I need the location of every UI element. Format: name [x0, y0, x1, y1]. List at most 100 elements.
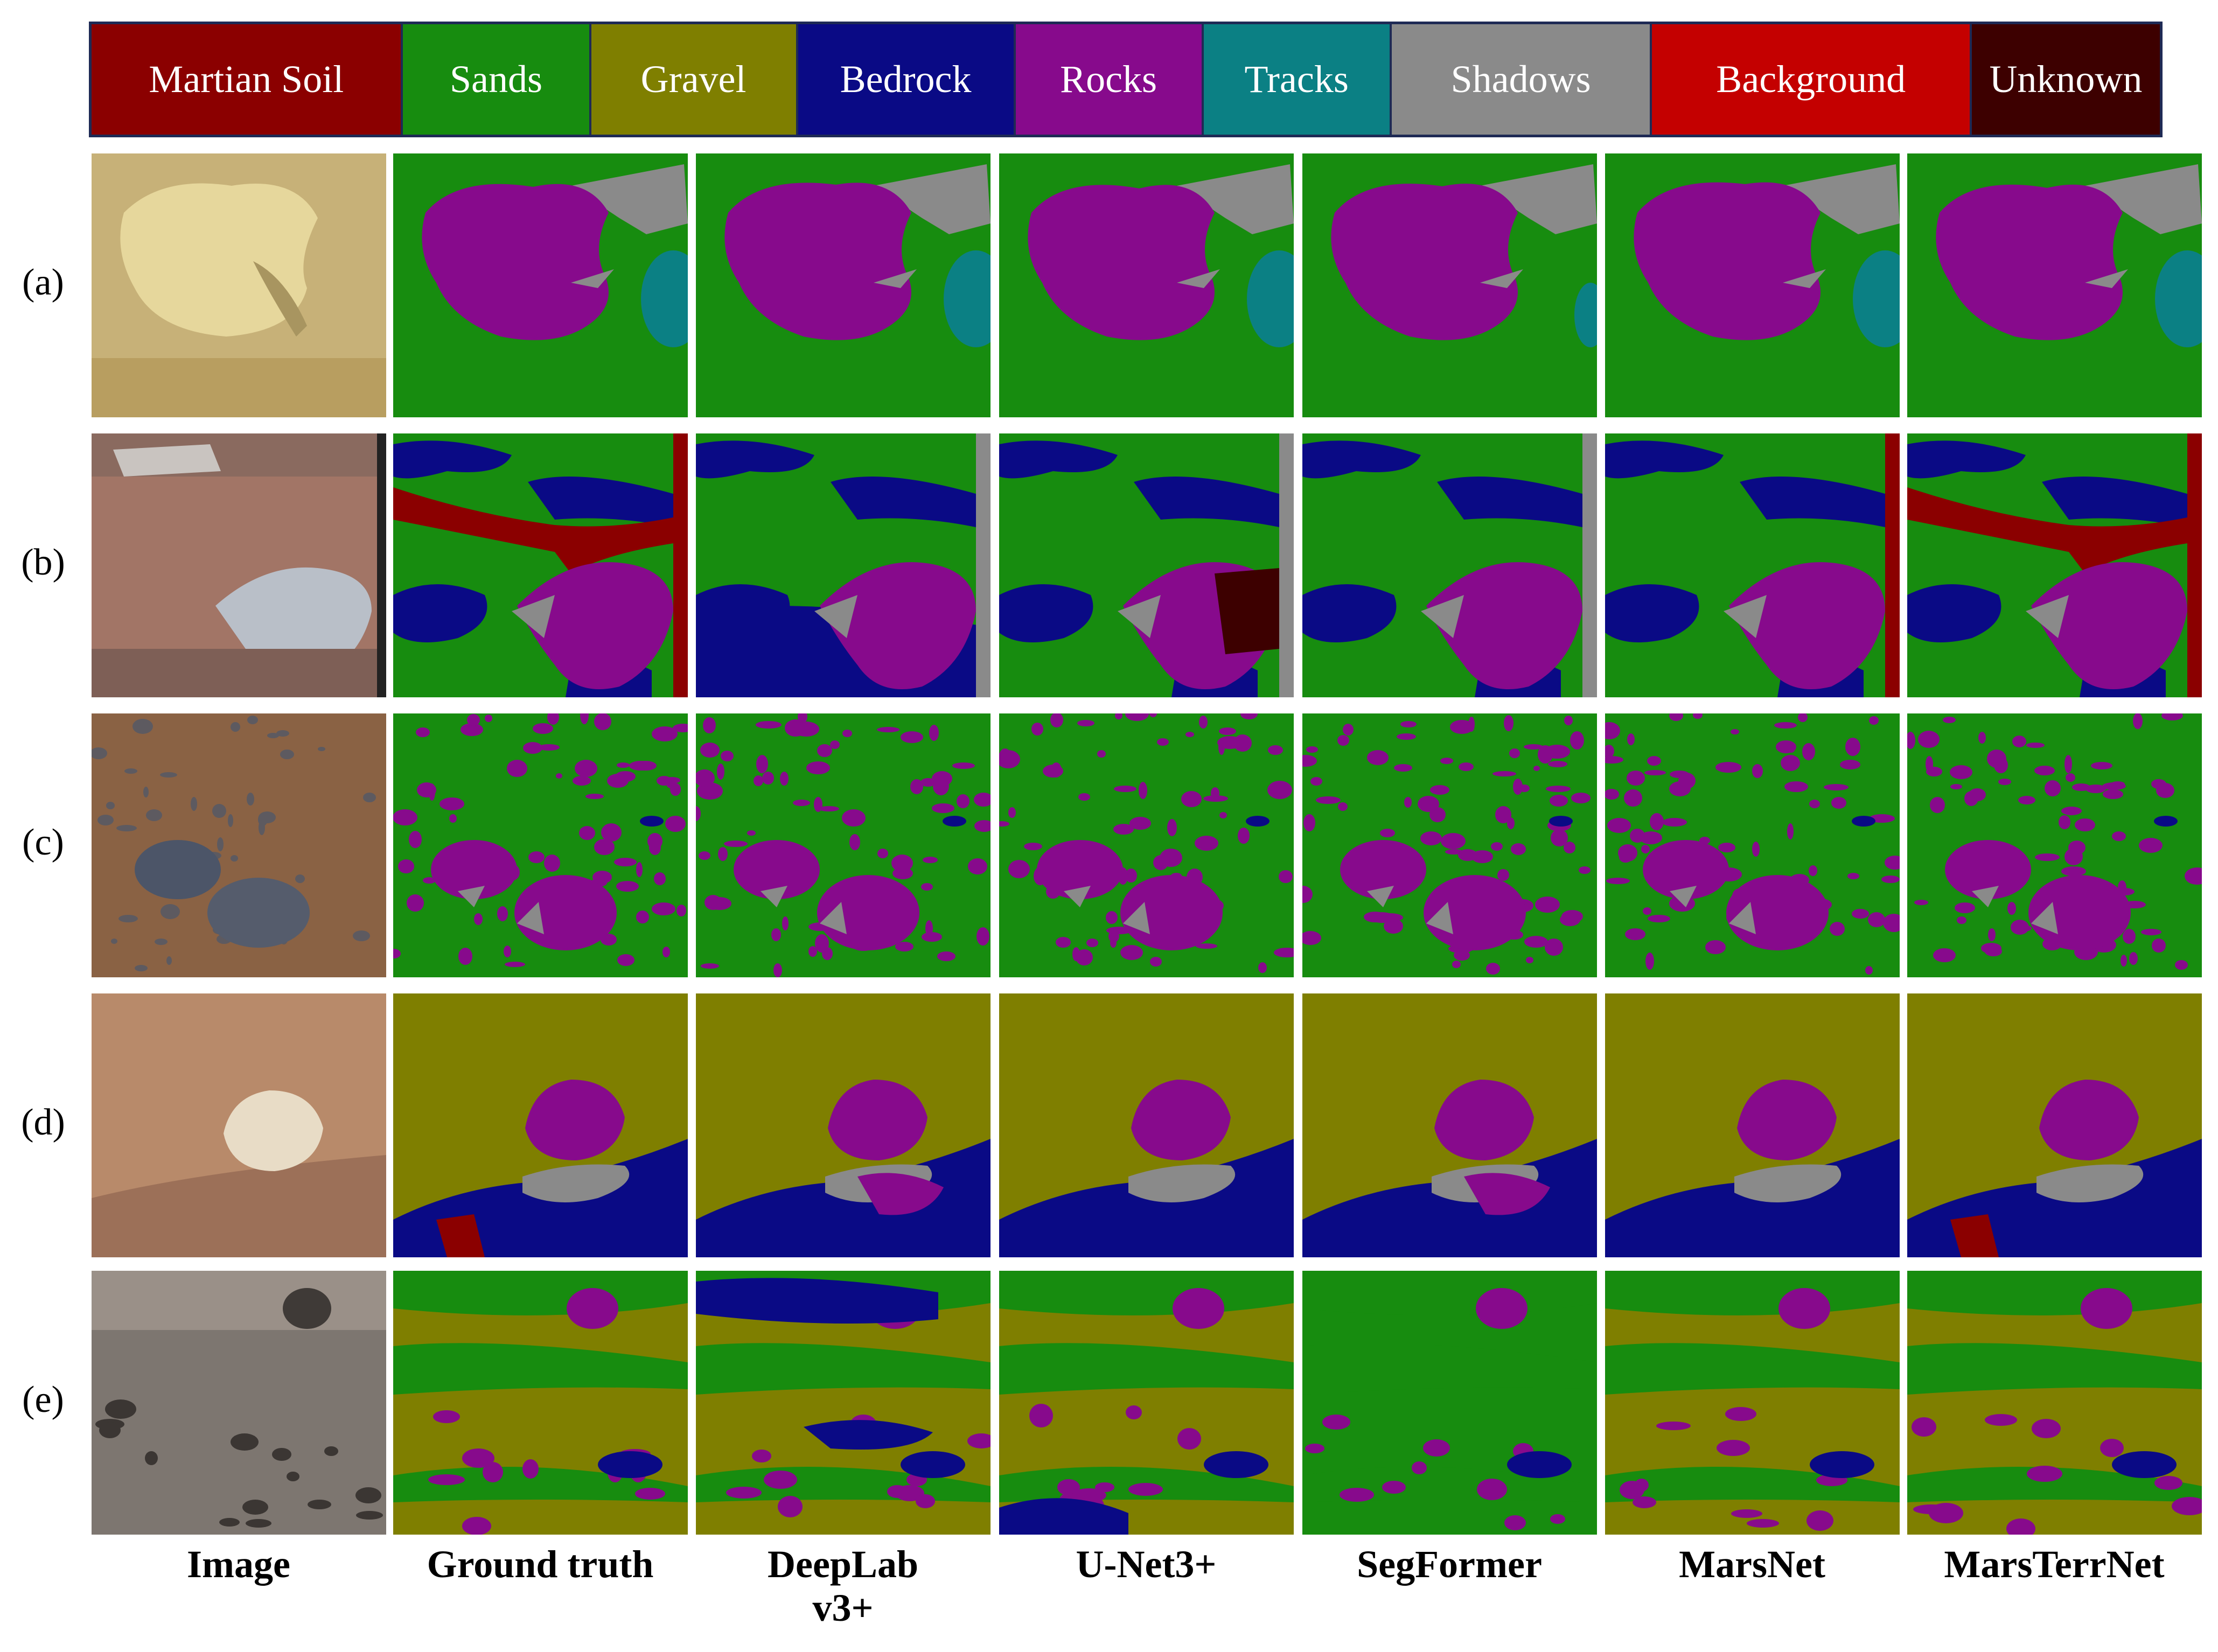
class-region-17 — [804, 1420, 933, 1450]
class-region-49 — [1830, 922, 1845, 936]
class-region-23 — [2112, 831, 2126, 841]
class-region-2 — [1437, 477, 1597, 530]
class-region-2 — [724, 183, 911, 340]
class-region-6 — [533, 723, 553, 734]
photo-region-26 — [118, 915, 138, 922]
class-region-6 — [1340, 1488, 1374, 1502]
class-region-29 — [1302, 931, 1321, 945]
photo-region-20 — [353, 930, 370, 941]
class-region-29 — [2151, 779, 2166, 789]
class-region-43 — [1752, 842, 1760, 857]
class-region-1 — [1605, 440, 1724, 479]
class-region-8 — [428, 1474, 465, 1485]
class-region-51 — [1998, 779, 2011, 785]
class-region-46 — [1650, 813, 1664, 830]
class-region-62 — [2161, 713, 2183, 720]
class-region-2 — [1028, 185, 1215, 340]
column-label-4: SegFormer — [1357, 1543, 1542, 1586]
class-region-18 — [1072, 947, 1080, 961]
class-region-20 — [614, 858, 637, 866]
photo-region-16 — [363, 793, 376, 802]
class-region-41 — [1550, 795, 1568, 807]
class-region-8 — [1847, 873, 1859, 879]
class-region-71 — [734, 840, 820, 899]
class-region-53 — [474, 913, 483, 925]
class-region-71 — [1643, 840, 1729, 899]
photo-region-41 — [135, 840, 221, 899]
class-region-8 — [895, 1485, 924, 1501]
class-region-10 — [2100, 1439, 2124, 1457]
class-region-1 — [696, 440, 814, 479]
legend-item-background: Background — [1652, 24, 1972, 135]
class-region-13 — [2027, 1466, 2062, 1482]
class-region-74 — [1064, 886, 1091, 907]
class-region-6 — [1633, 1496, 1656, 1508]
class-region-37 — [2059, 815, 2070, 829]
class-region-60 — [1316, 796, 1341, 804]
class-region-53 — [1715, 762, 1741, 773]
class-region-75 — [640, 816, 664, 827]
input-image-3-0 — [92, 993, 386, 1257]
class-region-57 — [497, 906, 508, 921]
photo-region-4 — [92, 649, 386, 697]
class-region-39 — [1605, 745, 1614, 758]
class-region-12 — [967, 1433, 991, 1448]
class-region-61 — [814, 797, 822, 812]
class-region-4 — [1853, 250, 1900, 347]
photo-region-19 — [161, 904, 180, 919]
class-region-4 — [857, 1173, 944, 1215]
class-region-43 — [782, 916, 789, 930]
class-region-5 — [2123, 929, 2136, 944]
class-region-51 — [1869, 814, 1895, 823]
class-region-11 — [916, 1494, 935, 1508]
photo-region-7 — [145, 1451, 158, 1465]
class-region-33 — [1258, 962, 1267, 973]
class-region-69 — [1031, 723, 1043, 736]
class-region-3 — [1177, 269, 1220, 288]
class-region-17 — [1564, 716, 1573, 725]
class-region-20 — [705, 895, 722, 910]
class-region-7 — [1382, 1481, 1406, 1494]
class-region-40 — [754, 775, 763, 786]
class-region-48 — [957, 794, 969, 808]
class-region-43 — [1978, 732, 1986, 744]
class-region-5 — [462, 1517, 491, 1535]
class-region-4 — [1574, 283, 1597, 347]
photo-region-1 — [120, 183, 318, 337]
segmentation-map-4-1 — [393, 1271, 688, 1535]
class-region-18 — [1831, 797, 1846, 809]
class-region-27 — [922, 932, 942, 942]
photo-region-1 — [92, 1271, 386, 1330]
class-region-2 — [528, 477, 688, 530]
class-region-16 — [449, 814, 457, 823]
class-region-61 — [1669, 713, 1683, 721]
input-image-0-0 — [92, 153, 386, 417]
class-region-27 — [1420, 831, 1442, 845]
photo-region-11 — [355, 1487, 381, 1503]
column-label-1: Ground truth — [427, 1543, 654, 1586]
class-region-7 — [1215, 568, 1279, 654]
legend-item-bedrock: Bedrock — [798, 24, 1016, 135]
photo-region-24 — [259, 820, 265, 835]
class-region-56 — [1404, 797, 1412, 808]
class-region-23 — [1781, 755, 1800, 771]
class-region-35 — [718, 847, 728, 861]
class-region-61 — [523, 742, 542, 754]
photo-region-5 — [219, 1518, 240, 1527]
class-region-5 — [1693, 713, 1703, 719]
class-region-73 — [820, 902, 847, 934]
segmentation-map-2-3 — [999, 713, 1294, 977]
class-region-7 — [2026, 595, 2069, 638]
photo-region-10 — [356, 1511, 383, 1520]
class-region-5 — [1095, 1482, 1114, 1492]
class-region-75 — [2154, 816, 2178, 827]
class-region-41 — [575, 760, 597, 777]
class-region-54 — [1776, 740, 1796, 753]
class-region-9 — [2172, 1497, 2202, 1515]
class-region-69 — [2066, 773, 2075, 782]
class-region-3 — [1480, 269, 1523, 288]
photo-region-11 — [191, 797, 197, 811]
class-region-70 — [999, 748, 1011, 764]
class-region-60 — [1845, 738, 1860, 756]
class-region-47 — [1043, 765, 1063, 778]
